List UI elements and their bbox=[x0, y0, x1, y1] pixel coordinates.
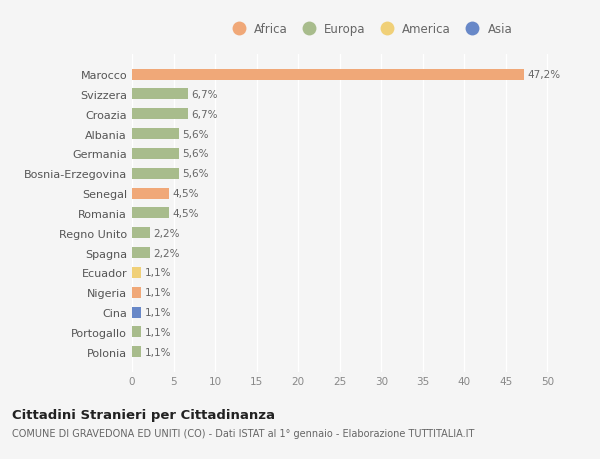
Text: Cittadini Stranieri per Cittadinanza: Cittadini Stranieri per Cittadinanza bbox=[12, 408, 275, 421]
Text: 5,6%: 5,6% bbox=[182, 149, 208, 159]
Bar bbox=[132, 109, 188, 120]
Bar bbox=[132, 247, 150, 258]
Text: 6,7%: 6,7% bbox=[191, 110, 217, 119]
Bar bbox=[132, 267, 141, 278]
Bar bbox=[132, 307, 141, 318]
Text: 4,5%: 4,5% bbox=[173, 208, 199, 218]
Text: 47,2%: 47,2% bbox=[527, 70, 560, 80]
Text: 1,1%: 1,1% bbox=[145, 268, 171, 278]
Text: 4,5%: 4,5% bbox=[173, 189, 199, 199]
Text: 1,1%: 1,1% bbox=[145, 308, 171, 317]
Bar bbox=[132, 168, 179, 179]
Text: 1,1%: 1,1% bbox=[145, 347, 171, 357]
Legend: Africa, Europa, America, Asia: Africa, Europa, America, Asia bbox=[223, 20, 516, 40]
Text: 1,1%: 1,1% bbox=[145, 327, 171, 337]
Bar bbox=[132, 129, 179, 140]
Text: 1,1%: 1,1% bbox=[145, 288, 171, 297]
Bar bbox=[132, 327, 141, 338]
Bar bbox=[132, 228, 150, 239]
Bar bbox=[132, 188, 169, 199]
Bar bbox=[132, 347, 141, 358]
Text: 2,2%: 2,2% bbox=[154, 228, 180, 238]
Text: COMUNE DI GRAVEDONA ED UNITI (CO) - Dati ISTAT al 1° gennaio - Elaborazione TUTT: COMUNE DI GRAVEDONA ED UNITI (CO) - Dati… bbox=[12, 428, 475, 438]
Bar bbox=[132, 89, 188, 100]
Text: 5,6%: 5,6% bbox=[182, 169, 208, 179]
Bar bbox=[132, 69, 524, 80]
Text: 6,7%: 6,7% bbox=[191, 90, 217, 100]
Text: 2,2%: 2,2% bbox=[154, 248, 180, 258]
Text: 5,6%: 5,6% bbox=[182, 129, 208, 139]
Bar bbox=[132, 287, 141, 298]
Bar bbox=[132, 149, 179, 160]
Bar bbox=[132, 208, 169, 219]
